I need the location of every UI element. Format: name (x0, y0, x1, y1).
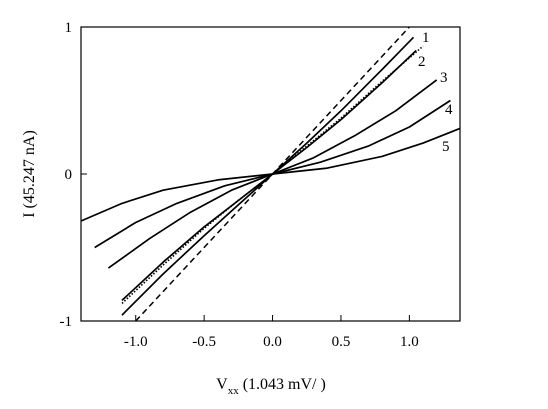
series-layer (80, 26, 461, 322)
curve-label-3: 3 (440, 70, 448, 86)
y-axis-label: I (45.247 nA) (21, 130, 38, 218)
x-axis-label-main: V (216, 376, 228, 393)
curve-label-5: 5 (442, 139, 450, 155)
x-tick-label-4: 1.0 (400, 334, 419, 350)
x-axis-label-unit: (1.043 mV/ ) (239, 376, 326, 393)
curve-label-2: 2 (418, 54, 426, 70)
y-tick-label-1: 0 (65, 167, 73, 183)
x-tick-label-1: -0.5 (192, 334, 216, 350)
x-tick-label-0: -1.0 (124, 334, 148, 350)
y-tick-label-2: 1 (65, 20, 73, 36)
series-line-7 (80, 127, 461, 222)
ticks-layer: -1.0 -0.5 0.0 0.5 1.0 -1 0 1 (60, 20, 419, 350)
x-tick-label-3: 0.5 (332, 334, 351, 350)
curve-label-4: 4 (445, 102, 453, 118)
x-axis-label: Vxx (1.043 mV/ ) (216, 376, 326, 397)
y-tick-label-0: -1 (60, 314, 73, 330)
x-tick-label-2: 0.0 (263, 334, 282, 350)
x-axis-label-subscript: xx (228, 385, 240, 397)
curve-label-1: 1 (422, 30, 430, 46)
curve-labels-layer: 1 2 3 4 5 (418, 30, 453, 155)
